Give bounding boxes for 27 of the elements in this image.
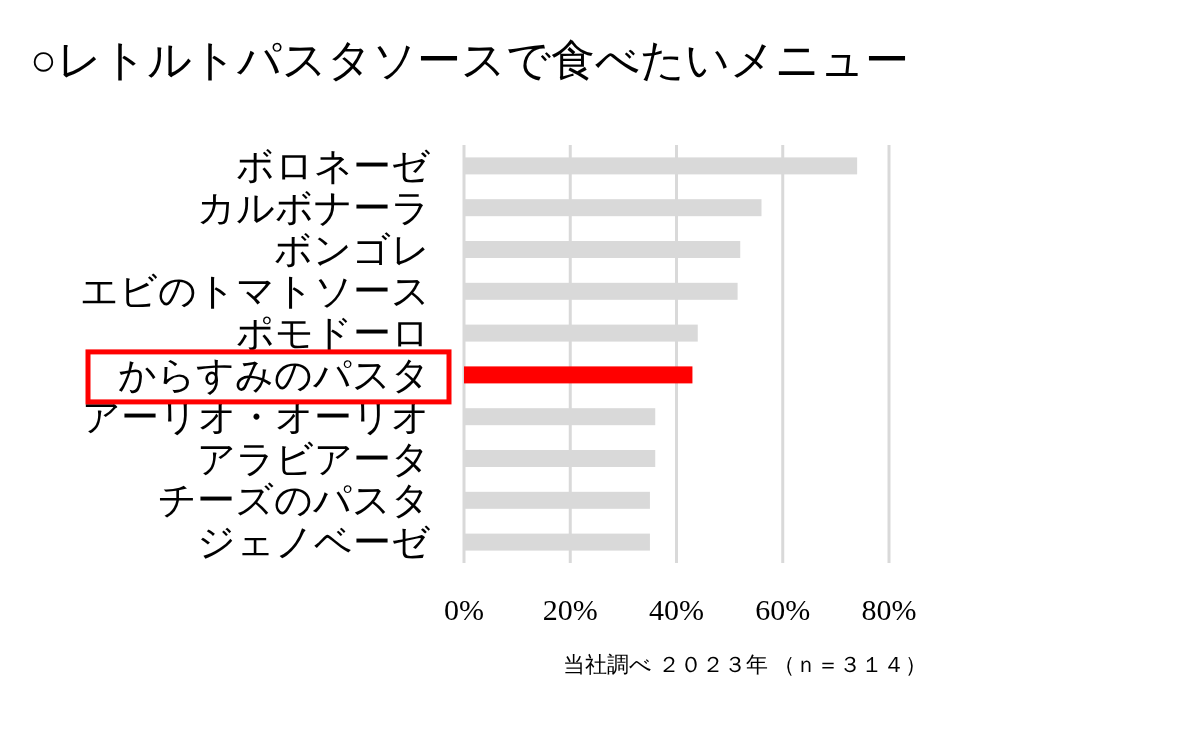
bar	[464, 450, 656, 467]
text: 当社調べ ２０２３年 （ｎ＝３１４）	[563, 652, 927, 677]
bar	[464, 199, 762, 217]
bar	[464, 157, 858, 175]
y-tick-label: アーリオ・オーリオ	[82, 395, 430, 438]
x-tick-label: 40%	[649, 593, 704, 626]
y-tick-label: カルボナーラ	[197, 186, 430, 229]
y-tick-label: ジェノベーゼ	[197, 521, 431, 564]
y-tick-label: エビのトマトソース	[80, 270, 430, 313]
x-tick-label: 20%	[542, 593, 598, 626]
bar	[464, 408, 656, 426]
bar	[464, 282, 738, 300]
y-tick-label: ボンゴレ	[274, 228, 430, 271]
bar	[464, 366, 693, 384]
y-tick-label: からすみのパスタ	[118, 353, 430, 396]
y-tick-label: ポモドーロ	[236, 312, 430, 355]
bar	[464, 324, 698, 342]
bar	[464, 491, 650, 509]
bar	[464, 533, 650, 551]
chart-title: ○レトルトパスタソースで食べたいメニュー	[30, 36, 909, 85]
y-tick-label: チーズのパスタ	[158, 479, 430, 522]
x-tick-label: 0%	[444, 593, 484, 626]
bar	[464, 241, 741, 258]
x-tick-label: 60%	[755, 593, 811, 626]
x-tick-label: 80%	[861, 593, 917, 626]
y-tick-label: ボロネーゼ	[236, 144, 431, 187]
y-tick-label: アラビアータ	[197, 437, 430, 480]
